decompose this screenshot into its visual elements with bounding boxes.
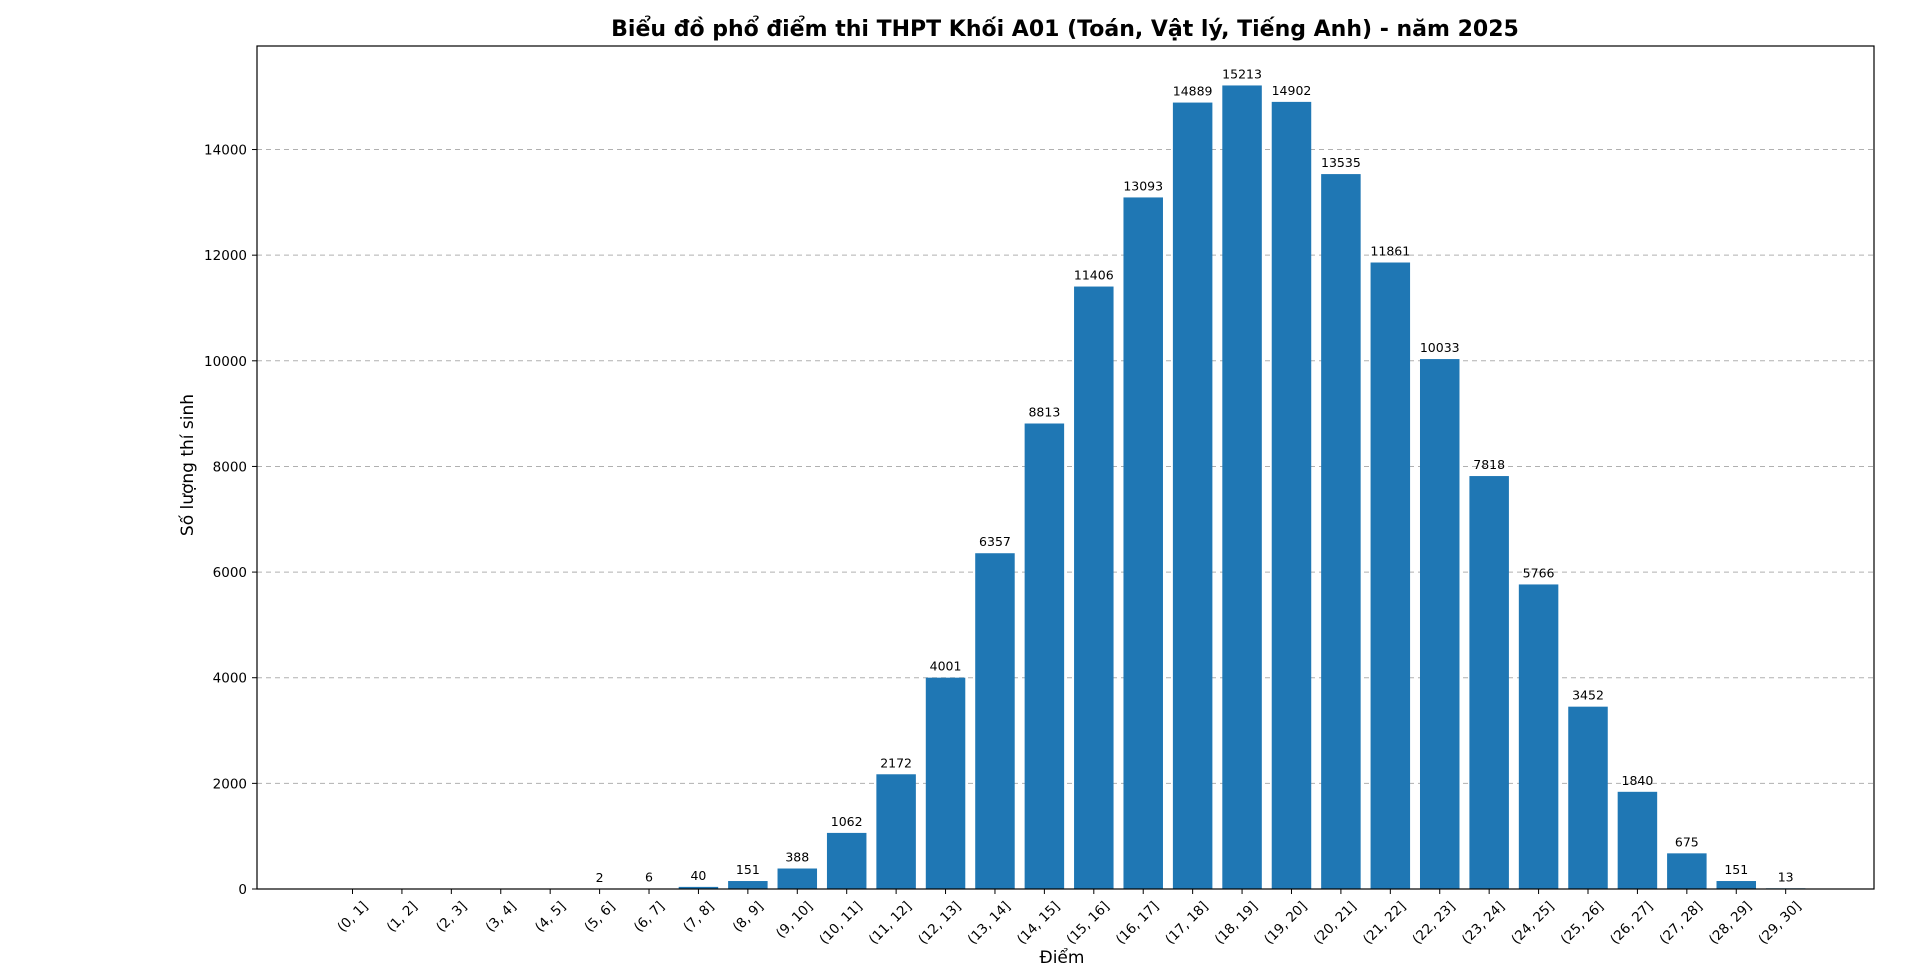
bar [1667, 853, 1707, 889]
x-tick-label: (27, 28] [1657, 899, 1706, 948]
x-tick-label: (19, 20] [1261, 899, 1310, 948]
bar-value-label: 388 [785, 850, 809, 865]
bar-value-label: 151 [1724, 862, 1748, 877]
x-tick-label: (14, 15] [1014, 899, 1063, 948]
x-axis-ticks: (0, 1] (1, 2] (2, 3] (3, 4] (4, 5] (5, 6] (6, … [334, 889, 1804, 948]
bar-value-label: 8813 [1028, 405, 1060, 420]
bar [1717, 881, 1757, 889]
bar [926, 678, 966, 889]
x-tick-label: (15, 16] [1063, 899, 1112, 948]
bar-value-label: 13093 [1123, 178, 1163, 193]
bar [1321, 174, 1361, 889]
bar [1173, 103, 1213, 889]
chart-title: Biểu đồ phổ điểm thi THPT Khối A01 (Toán… [611, 16, 1519, 42]
bar-value-label: 151 [736, 862, 760, 877]
bar-value-label: 2 [596, 870, 604, 885]
bar [1568, 707, 1608, 889]
x-tick-label: (6, 7] [631, 899, 668, 936]
x-tick-label: (0, 1] [334, 899, 371, 936]
y-tick-label: 8000 [213, 459, 247, 475]
bar [876, 774, 916, 889]
x-tick-label: (3, 4] [483, 899, 520, 936]
bars [580, 85, 1806, 889]
bar [1469, 476, 1509, 889]
x-tick-label: (7, 8] [680, 899, 717, 936]
x-tick-label: (1, 2] [384, 899, 421, 936]
bar [1074, 287, 1114, 889]
x-tick-label: (2, 3] [433, 899, 470, 936]
x-tick-label: (18, 19] [1212, 899, 1261, 948]
x-tick-label: (9, 10] [773, 899, 816, 942]
x-tick-label: (13, 14] [965, 899, 1014, 948]
x-axis-label: Điểm [1040, 947, 1085, 967]
bar-value-label: 2172 [880, 755, 912, 770]
bar [728, 881, 768, 889]
bar-value-label: 4001 [930, 659, 962, 674]
y-axis-ticks: 0 2000 4000 6000 8000 10000 12000 14000 [204, 143, 257, 898]
x-tick-label: (23, 24] [1459, 899, 1508, 948]
x-tick-label: (12, 13] [915, 899, 964, 948]
x-tick-label: (4, 5] [532, 899, 569, 936]
bar [1519, 584, 1559, 889]
y-axis-label: Số lượng thí sinh [177, 394, 198, 536]
y-tick-label: 6000 [213, 565, 247, 581]
bar [1272, 102, 1312, 889]
bar-value-label: 11406 [1074, 268, 1114, 283]
x-tick-label: (10, 11] [816, 899, 865, 948]
bar-value-label: 1840 [1622, 773, 1654, 788]
bar-value-label: 6357 [979, 534, 1011, 549]
x-tick-label: (8, 9] [730, 899, 767, 936]
y-tick-label: 2000 [213, 776, 247, 792]
bar [778, 869, 818, 889]
x-tick-label: (26, 27] [1607, 899, 1656, 948]
bar-value-label: 10033 [1420, 340, 1460, 355]
bar-value-label: 3452 [1572, 688, 1604, 703]
bar-value-label: 6 [645, 870, 653, 885]
bar-value-label: 675 [1675, 834, 1699, 849]
bar-value-label: 13 [1778, 869, 1794, 884]
bar-value-label: 1062 [831, 814, 863, 829]
x-tick-label: (16, 17] [1113, 899, 1162, 948]
y-tick-label: 10000 [204, 354, 247, 370]
bar [1123, 197, 1163, 889]
bar [975, 553, 1015, 889]
bar [1371, 263, 1411, 889]
gridlines [257, 150, 1874, 784]
x-tick-label: (22, 23] [1409, 899, 1458, 948]
bar [1222, 85, 1262, 889]
y-tick-label: 0 [238, 882, 247, 898]
x-tick-label: (5, 6] [581, 899, 618, 936]
bar-value-label: 7818 [1473, 457, 1505, 472]
x-tick-label: (28, 29] [1706, 899, 1755, 948]
x-tick-label: (21, 22] [1360, 899, 1409, 948]
bar-value-label: 11861 [1370, 244, 1410, 259]
x-tick-label: (20, 21] [1311, 899, 1360, 948]
bar-value-label: 13535 [1321, 155, 1361, 170]
bar-value-label: 14902 [1272, 83, 1312, 98]
bar-value-label: 40 [690, 868, 706, 883]
bar [1025, 424, 1065, 889]
bar [1420, 359, 1460, 889]
x-tick-label: (17, 18] [1162, 899, 1211, 948]
bar-value-label: 15213 [1222, 66, 1262, 81]
bar-value-label: 14889 [1173, 84, 1213, 99]
x-tick-label: (25, 26] [1558, 899, 1607, 948]
plot-frame [257, 46, 1874, 889]
y-tick-label: 4000 [213, 671, 247, 687]
x-tick-label: (24, 25] [1508, 899, 1557, 948]
x-tick-label: (11, 12] [866, 899, 915, 948]
bar-value-label: 5766 [1523, 565, 1555, 580]
x-tick-label: (29, 30] [1755, 899, 1804, 948]
bar [827, 833, 867, 889]
y-tick-label: 12000 [204, 248, 247, 264]
bar [1618, 792, 1658, 889]
y-tick-label: 14000 [204, 143, 247, 159]
